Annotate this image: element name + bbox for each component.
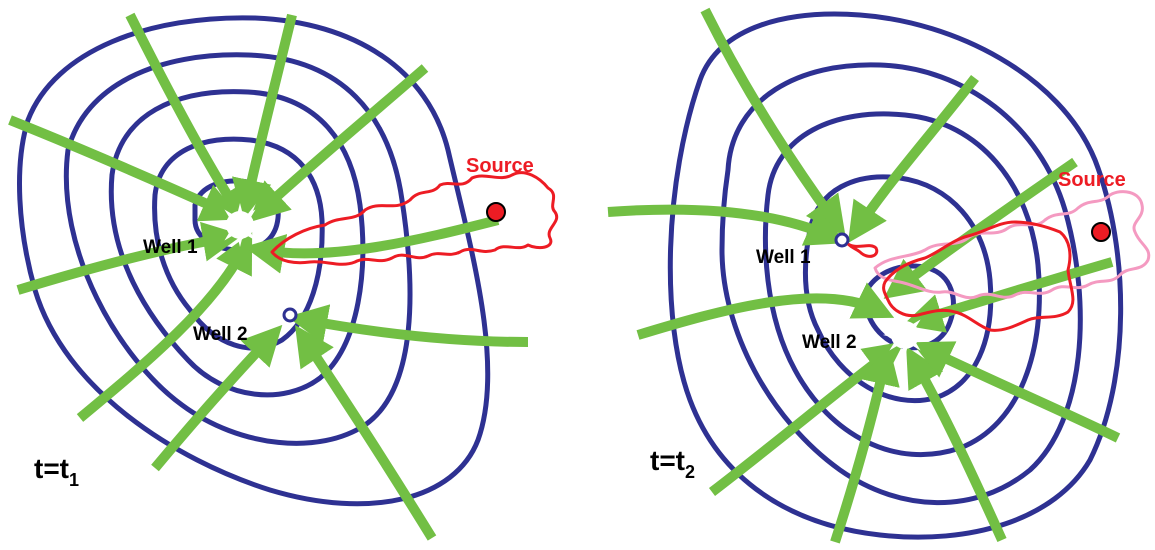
star-spike xyxy=(901,341,909,357)
source-label-right: Source xyxy=(1058,169,1126,191)
contaminant-plume-current-right xyxy=(882,220,1075,332)
star-spike xyxy=(236,203,244,219)
time-label-left-subscript: 1 xyxy=(69,470,79,490)
panel-left: Well 1 Well 2 Source t=t1 xyxy=(8,12,559,541)
star-spike xyxy=(224,209,239,224)
well2-label-left: Well 2 xyxy=(193,324,248,345)
flow-arrow-left-9 xyxy=(295,325,437,541)
flow-arrow-right-10 xyxy=(911,341,1121,443)
star-spike xyxy=(889,336,904,351)
flow-arrow-left-5 xyxy=(16,221,243,295)
well2-marker-left xyxy=(282,307,298,323)
flow-arrow-right-7 xyxy=(708,341,905,496)
contaminant-plume-previous-right xyxy=(873,190,1151,300)
star-spike xyxy=(224,226,239,241)
flow-arrow-right-2 xyxy=(848,74,979,243)
flow-arrow-right-5 xyxy=(636,282,895,340)
flow-arrows-right xyxy=(607,7,1121,544)
star-spike xyxy=(246,221,262,229)
flow-arrow-left-6 xyxy=(76,231,253,422)
plume-trace-near-well1-right xyxy=(846,242,879,258)
star-spike xyxy=(906,319,921,334)
flow-arrow-left-2 xyxy=(231,13,297,220)
flow-arrow-right-1 xyxy=(700,7,846,237)
star-spike xyxy=(901,313,909,329)
contour-ring-5-right xyxy=(667,11,1124,540)
flow-arrow-left-8 xyxy=(151,324,283,472)
time-label-right: t=t2 xyxy=(650,445,695,482)
contour-lines-left xyxy=(17,15,491,507)
panel-right: Well 1 Well 2 Source t=t2 xyxy=(607,7,1151,544)
star-spike xyxy=(241,226,256,241)
star-spike xyxy=(241,209,256,224)
contour-ring-5-left xyxy=(17,15,491,507)
contaminant-plume-left xyxy=(270,171,559,266)
contour-ring-4-right xyxy=(719,62,1083,506)
star-spike xyxy=(236,231,244,247)
source-marker-right xyxy=(1091,222,1111,242)
flow-arrow-left-3 xyxy=(248,64,429,223)
source-label-left: Source xyxy=(466,155,534,177)
well1-label-left: Well 1 xyxy=(143,237,198,258)
star-spike xyxy=(911,331,927,339)
time-label-right-main: t=t xyxy=(650,445,685,476)
flow-arrow-right-8 xyxy=(830,344,900,544)
star-spike xyxy=(218,221,234,229)
contour-ring-2-right xyxy=(802,174,994,404)
star-spike xyxy=(906,336,921,351)
flow-arrow-left-4 xyxy=(8,115,242,222)
flow-arrows-left xyxy=(8,12,529,541)
flow-arrow-left-7 xyxy=(244,215,500,274)
flow-arrow-right-6 xyxy=(902,257,1114,333)
well1-label-right: Well 1 xyxy=(756,247,811,268)
flow-arrow-right-4 xyxy=(883,157,1078,299)
well1-marker-right xyxy=(834,232,850,248)
flow-arrow-right-3 xyxy=(607,204,847,246)
time-label-right-subscript: 2 xyxy=(685,462,695,482)
flow-arrow-right-9 xyxy=(906,346,1007,543)
time-label-left-main: t=t xyxy=(34,453,69,484)
well2-label-right: Well 2 xyxy=(802,332,857,353)
flow-arrow-left-10 xyxy=(287,304,529,347)
well2-capture-star-right xyxy=(883,313,927,357)
time-label-left: t=t1 xyxy=(34,453,79,490)
star-spike xyxy=(889,319,904,334)
contour-ring-2-left xyxy=(152,136,325,351)
contour-ring-3-right xyxy=(762,111,1042,458)
source-marker-left xyxy=(486,202,506,222)
star-spike xyxy=(883,331,899,339)
well1-capture-star-left xyxy=(218,203,262,247)
